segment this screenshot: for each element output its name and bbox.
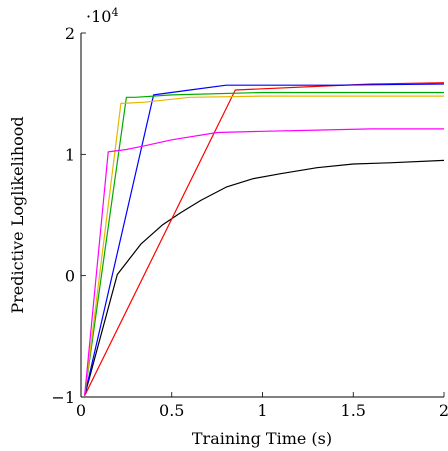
- series-line-5: [84, 95, 444, 396]
- x-tick-label: 1.5: [341, 401, 366, 420]
- y-tick-label: 2: [65, 24, 75, 43]
- x-tick-label: 1: [257, 401, 267, 420]
- series-line-1: [84, 159, 445, 396]
- series-line-6: [84, 128, 444, 396]
- series-group: [84, 82, 445, 397]
- scale-factor-label: ·104: [86, 6, 118, 26]
- y-axis-label: Predictive Loglikelihood: [8, 116, 27, 313]
- y-tick-label: 1: [65, 145, 75, 164]
- axes: [80, 33, 444, 398]
- x-tick-label: 0.5: [159, 401, 184, 420]
- series-line-4: [84, 91, 444, 396]
- y-tick-label: 0: [65, 267, 75, 286]
- scale-exponent: 4: [111, 6, 118, 19]
- x-tick-label: 0: [76, 401, 86, 420]
- series-line-3: [84, 83, 445, 396]
- y-tick-label: −1: [51, 388, 75, 407]
- x-tick-label: 2: [439, 401, 448, 420]
- x-axis-label: Training Time (s): [192, 429, 332, 448]
- series-line-2: [84, 82, 445, 397]
